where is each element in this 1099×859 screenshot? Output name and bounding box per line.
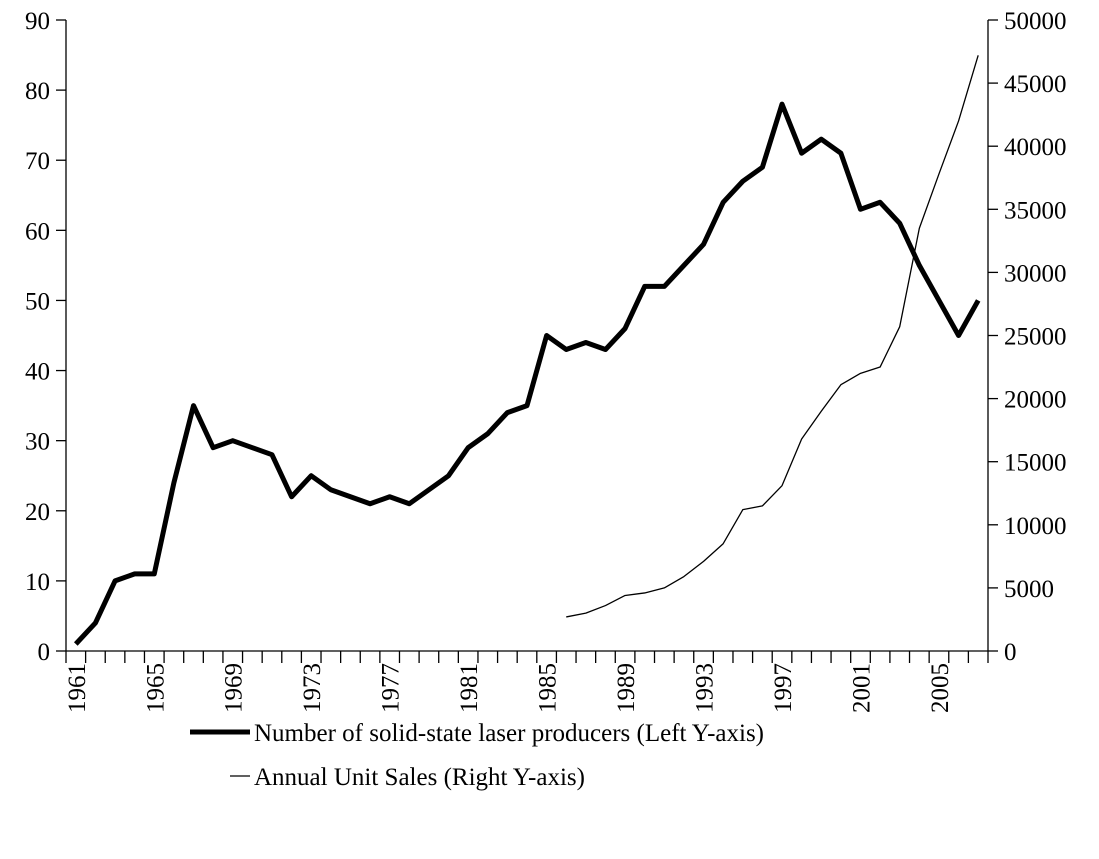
y2-tick-label: 50000 (1004, 8, 1067, 35)
y2-tick-label: 10000 (1004, 513, 1067, 540)
y-tick-label: 70 (25, 148, 50, 175)
data-line (73, 101, 981, 646)
x-tick-label: 1985 (535, 663, 562, 713)
y2-tick-label: 35000 (1004, 197, 1067, 224)
x-tick-label: 1993 (692, 663, 719, 713)
y-tick-label: 50 (25, 288, 50, 315)
y2-tick-label: 25000 (1004, 324, 1067, 351)
y-tick-label: 40 (25, 359, 50, 386)
y2-tick-label: 5000 (1004, 576, 1054, 603)
x-tick-label: 1965 (142, 663, 169, 713)
x-tick-label: 2005 (927, 663, 954, 713)
x-tick-label: 1977 (378, 663, 405, 713)
y-tick-label: 30 (25, 429, 50, 456)
x-tick-label: 2001 (848, 663, 875, 713)
y2-tick-label: 0 (1004, 639, 1017, 666)
x-tick-label: 1973 (299, 663, 326, 713)
x-tick-label: 1997 (770, 663, 797, 713)
x-tick-label: 1981 (456, 663, 483, 713)
data-line (566, 55, 979, 618)
y2-tick-label: 20000 (1004, 387, 1067, 414)
legend-label: Number of solid-state laser producers (L… (254, 720, 764, 747)
y-tick-label: 60 (25, 218, 50, 245)
y-tick-label: 20 (25, 499, 50, 526)
y-tick-label: 80 (25, 78, 50, 105)
y2-tick-label: 40000 (1004, 134, 1067, 161)
y-tick-label: 90 (25, 8, 50, 35)
x-tick-label: 1969 (221, 663, 248, 713)
y2-tick-label: 30000 (1004, 260, 1067, 287)
y2-tick-label: 15000 (1004, 450, 1067, 477)
legend-label: Annual Unit Sales (Right Y-axis) (254, 764, 585, 791)
x-tick-label: 1989 (613, 663, 640, 713)
y2-tick-label: 45000 (1004, 71, 1067, 98)
x-tick-label: 1961 (64, 663, 91, 713)
y-tick-label: 0 (38, 639, 51, 666)
y-tick-label: 10 (25, 569, 50, 596)
